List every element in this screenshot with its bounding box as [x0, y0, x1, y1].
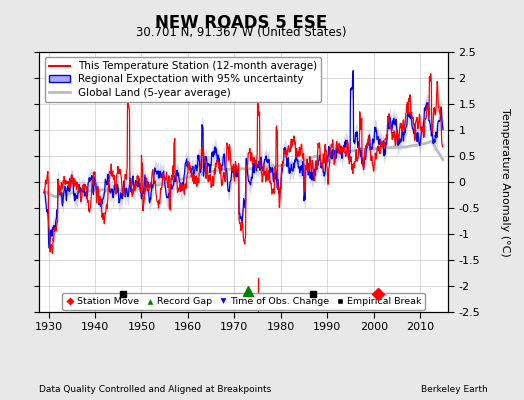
Legend: Station Move, Record Gap, Time of Obs. Change, Empirical Break: Station Move, Record Gap, Time of Obs. C… — [62, 293, 425, 310]
Y-axis label: Temperature Anomaly (°C): Temperature Anomaly (°C) — [499, 108, 510, 256]
Text: Data Quality Controlled and Aligned at Breakpoints: Data Quality Controlled and Aligned at B… — [39, 385, 271, 394]
Text: Berkeley Earth: Berkeley Earth — [421, 385, 487, 394]
Text: NEW ROADS 5 ESE: NEW ROADS 5 ESE — [155, 14, 327, 32]
Text: 30.701 N, 91.367 W (United States): 30.701 N, 91.367 W (United States) — [136, 26, 346, 39]
